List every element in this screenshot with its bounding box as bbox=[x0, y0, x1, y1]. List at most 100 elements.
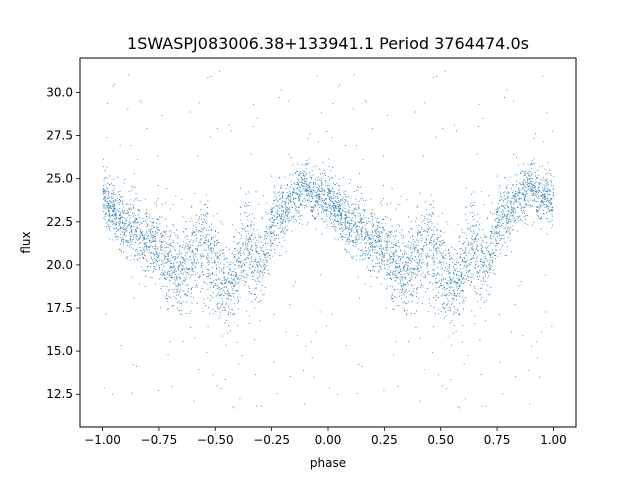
data-point bbox=[158, 256, 160, 258]
data-point bbox=[265, 241, 267, 243]
data-point bbox=[346, 251, 348, 253]
data-point bbox=[407, 301, 409, 303]
data-point bbox=[278, 198, 280, 200]
data-point bbox=[193, 262, 195, 264]
data-point bbox=[251, 272, 253, 274]
data-point bbox=[164, 202, 166, 204]
data-point bbox=[132, 234, 134, 236]
data-point bbox=[404, 284, 406, 285]
data-point bbox=[252, 126, 254, 128]
data-point bbox=[541, 200, 543, 202]
data-point bbox=[138, 239, 140, 241]
data-point bbox=[370, 270, 371, 271]
data-point bbox=[530, 199, 532, 201]
data-point bbox=[506, 214, 508, 215]
data-point bbox=[269, 226, 271, 228]
data-point bbox=[141, 222, 143, 224]
data-point bbox=[246, 239, 248, 241]
data-point bbox=[540, 183, 542, 185]
data-point bbox=[304, 199, 306, 201]
data-point bbox=[271, 255, 273, 257]
data-point bbox=[208, 269, 210, 271]
data-point bbox=[502, 200, 504, 202]
data-point bbox=[408, 265, 410, 267]
data-point bbox=[166, 225, 168, 227]
data-point bbox=[498, 233, 500, 235]
data-point bbox=[240, 250, 242, 252]
data-point bbox=[535, 191, 537, 193]
data-point bbox=[285, 200, 287, 202]
data-point bbox=[386, 252, 388, 254]
data-point bbox=[234, 264, 236, 266]
data-point bbox=[150, 231, 151, 233]
data-point bbox=[320, 212, 322, 214]
data-point bbox=[146, 246, 148, 248]
data-point bbox=[219, 255, 220, 257]
data-point bbox=[528, 173, 530, 175]
data-point bbox=[321, 183, 323, 185]
data-point bbox=[132, 204, 134, 206]
data-point bbox=[324, 198, 326, 200]
data-point bbox=[456, 273, 458, 275]
data-point bbox=[490, 231, 491, 232]
data-point bbox=[437, 262, 439, 264]
data-point bbox=[419, 231, 421, 232]
data-point bbox=[146, 249, 148, 251]
data-point bbox=[454, 248, 456, 250]
data-point bbox=[347, 221, 349, 223]
data-point bbox=[195, 234, 197, 236]
data-point bbox=[137, 199, 139, 201]
data-point bbox=[156, 227, 158, 229]
data-point bbox=[439, 245, 441, 247]
data-point bbox=[298, 196, 299, 198]
data-point bbox=[146, 266, 148, 268]
data-point bbox=[465, 261, 467, 263]
data-point bbox=[135, 217, 137, 219]
data-point bbox=[339, 84, 341, 86]
data-point bbox=[173, 265, 175, 267]
data-point bbox=[175, 286, 177, 288]
data-point bbox=[365, 234, 366, 236]
data-point bbox=[224, 280, 226, 282]
data-point bbox=[403, 265, 405, 267]
data-point bbox=[214, 285, 216, 286]
data-point bbox=[360, 249, 362, 251]
data-point bbox=[409, 280, 411, 282]
data-point bbox=[524, 200, 526, 201]
data-point bbox=[142, 253, 143, 255]
data-point bbox=[442, 256, 444, 258]
data-point bbox=[270, 211, 272, 212]
data-point bbox=[255, 244, 257, 246]
data-point bbox=[327, 193, 329, 195]
data-point bbox=[251, 225, 252, 227]
data-point bbox=[277, 205, 279, 207]
data-point bbox=[501, 237, 503, 239]
data-point bbox=[288, 217, 290, 219]
data-point bbox=[270, 227, 272, 229]
data-point bbox=[330, 170, 332, 172]
data-point bbox=[191, 269, 193, 271]
data-point bbox=[383, 155, 384, 157]
data-point bbox=[539, 376, 540, 378]
data-point bbox=[319, 196, 321, 198]
data-point bbox=[511, 187, 512, 189]
data-point bbox=[103, 210, 104, 212]
data-point bbox=[462, 249, 464, 251]
data-point bbox=[110, 215, 112, 217]
data-point bbox=[119, 225, 121, 227]
data-point bbox=[220, 293, 222, 295]
data-point bbox=[448, 307, 450, 309]
data-point bbox=[528, 185, 530, 187]
data-point bbox=[330, 215, 332, 217]
data-point bbox=[263, 269, 265, 271]
data-point bbox=[266, 233, 268, 234]
data-point bbox=[207, 213, 209, 215]
data-point bbox=[161, 235, 163, 237]
data-point bbox=[445, 295, 447, 296]
data-point bbox=[118, 202, 120, 203]
data-point bbox=[459, 286, 461, 288]
data-point bbox=[514, 304, 516, 305]
data-point bbox=[116, 203, 118, 205]
data-point bbox=[414, 248, 416, 249]
data-point bbox=[335, 207, 337, 209]
